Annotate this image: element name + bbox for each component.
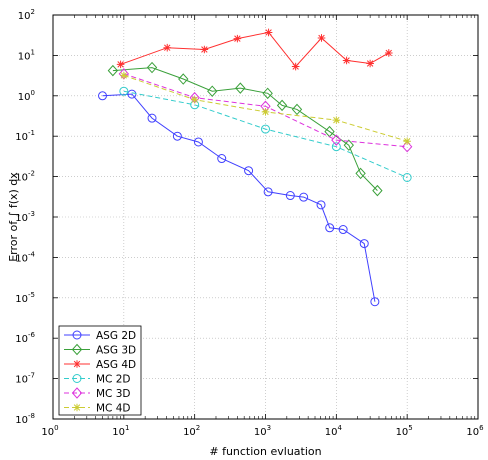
star-marker <box>317 34 326 42</box>
diamond-marker <box>178 73 189 85</box>
star-marker <box>342 56 351 65</box>
star-marker <box>264 28 273 37</box>
star-marker <box>366 59 374 68</box>
diamond-marker <box>401 140 413 153</box>
circle-marker <box>172 131 182 141</box>
legend-item: MC 2D <box>64 374 131 386</box>
y-tick-label: 10-5 <box>15 291 35 305</box>
x-tick-label: 102 <box>183 424 200 438</box>
legend-label: MC 3D <box>96 388 131 400</box>
star-marker <box>403 137 411 146</box>
diamond-marker <box>355 167 366 180</box>
diamond-marker <box>331 134 342 146</box>
legend-item: ASG 2D <box>64 330 136 342</box>
circle-marker <box>127 89 137 99</box>
circle-marker <box>119 86 129 96</box>
circle-marker <box>217 154 227 164</box>
grid <box>53 15 478 419</box>
diamond-marker <box>207 85 218 97</box>
diamond-marker <box>235 82 246 94</box>
circle-marker <box>316 200 326 210</box>
diamond-marker <box>71 387 83 399</box>
circle-marker <box>261 124 270 134</box>
circle-marker <box>72 374 82 383</box>
legend-label: MC 4D <box>96 403 131 415</box>
circle-marker <box>98 91 108 101</box>
y-tick-label: 102 <box>18 8 35 22</box>
circle-marker <box>325 223 335 233</box>
circle-marker <box>338 225 348 235</box>
series-asg-2d <box>98 89 380 307</box>
y-axis-label: Error of ∫ f(x) dx <box>7 172 20 262</box>
star-marker <box>190 95 199 104</box>
diamond-marker <box>372 184 383 197</box>
diamond-marker <box>343 139 354 151</box>
circle-marker <box>359 239 369 249</box>
y-tick-label: 100 <box>18 89 35 103</box>
circle-marker <box>370 297 380 307</box>
diamond-marker <box>146 61 158 74</box>
star-marker <box>73 360 81 368</box>
star-marker <box>261 108 270 116</box>
star-marker <box>163 43 172 52</box>
series-line <box>123 90 408 178</box>
circle-marker <box>147 113 157 123</box>
diamond-marker <box>262 87 273 100</box>
series-asg-3d <box>107 61 383 197</box>
legend-label: ASG 4D <box>96 359 136 371</box>
y-tick-label: 101 <box>18 48 35 62</box>
circle-marker <box>299 192 309 202</box>
legend-box <box>58 325 142 416</box>
y-tick-label: 10-8 <box>15 412 35 426</box>
star-marker <box>120 71 128 80</box>
series-line <box>112 67 378 191</box>
legend-label: ASG 2D <box>96 330 136 342</box>
circle-marker <box>244 166 254 176</box>
x-tick-label: 106 <box>466 424 484 438</box>
series-mc-2d <box>119 86 412 182</box>
legend-label: ASG 3D <box>96 345 136 357</box>
x-tick-label: 104 <box>325 424 343 438</box>
star-marker <box>384 49 393 57</box>
star-marker <box>73 403 81 412</box>
x-tick-label: 103 <box>254 424 271 438</box>
plot-frame <box>52 14 479 420</box>
legend-item: ASG 3D <box>64 343 136 357</box>
series-layer <box>98 28 413 307</box>
circle-marker <box>331 142 341 152</box>
y-tick-label: 10-7 <box>15 372 35 386</box>
star-marker <box>291 62 300 71</box>
y-tick-label: 10-6 <box>15 331 35 345</box>
x-tick-label: 100 <box>41 424 58 438</box>
diamond-marker <box>276 99 288 112</box>
circle-marker <box>72 330 82 340</box>
x-tick-label: 105 <box>396 424 413 438</box>
star-marker <box>233 34 242 43</box>
y-tick-label: 10-1 <box>15 129 35 143</box>
diamond-marker <box>71 343 83 356</box>
star-marker <box>332 116 341 124</box>
circle-marker <box>402 172 412 182</box>
x-tick-label: 101 <box>112 424 129 438</box>
legend-item: MC 3D <box>64 387 131 400</box>
legend-item: ASG 4D <box>64 359 136 371</box>
circle-marker <box>285 191 295 201</box>
diamond-marker <box>291 103 303 116</box>
legend: ASG 2D ASG 3D ASG 4D MC 2D MC 3D MC 4D <box>58 325 142 416</box>
x-axis-label: # function evluation <box>209 445 321 458</box>
series-asg-4d <box>116 28 393 71</box>
circle-marker <box>193 137 203 147</box>
circle-marker <box>263 187 273 197</box>
star-marker <box>116 60 125 69</box>
star-marker <box>200 45 209 54</box>
diamond-marker <box>107 64 119 77</box>
series-line <box>120 31 390 68</box>
legend-label: MC 2D <box>96 374 131 386</box>
legend-item: MC 4D <box>64 403 131 415</box>
series-mc-4d <box>120 71 411 146</box>
series-line <box>123 73 408 148</box>
